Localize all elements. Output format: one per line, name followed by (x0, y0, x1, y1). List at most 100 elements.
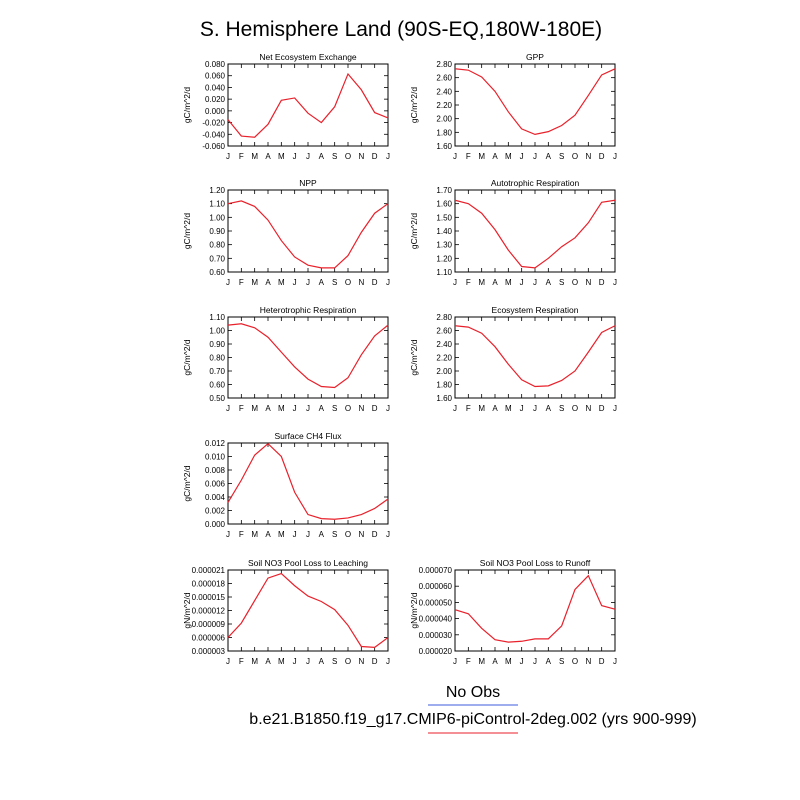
legend-model-label: b.e21.B1850.f19_g17.CMIP6-piControl-2deg… (249, 711, 696, 728)
chart-panel-9: Soil NO3 Pool Loss to RunoffgN/m^2/d0.00… (409, 558, 617, 666)
x-tick-label: S (332, 278, 337, 287)
x-tick-label: J (386, 152, 390, 161)
plot-frame (227, 63, 389, 147)
x-tick-label: J (520, 152, 524, 161)
series-line (227, 572, 389, 649)
x-tick-label: M (251, 152, 258, 161)
x-tick-label: F (239, 657, 244, 666)
x-tick-label: M (478, 152, 485, 161)
x-tick-label: J (613, 152, 617, 161)
y-axis-label: gN/m^2/d (409, 592, 419, 628)
x-tick-label: M (251, 657, 258, 666)
y-tick-label: 0.000015 (192, 593, 226, 602)
y-tick-label: 2.40 (436, 87, 452, 96)
y-axis-label: gC/m^2/d (182, 465, 192, 501)
x-tick-label: A (319, 530, 325, 539)
y-axis-label: gN/m^2/d (182, 592, 192, 628)
plot-frame (227, 316, 389, 399)
x-tick-label: A (265, 152, 271, 161)
x-tick-label: M (251, 278, 258, 287)
y-tick-label: 2.00 (436, 115, 452, 124)
chart-title: Soil NO3 Pool Loss to Leaching (248, 558, 368, 568)
x-tick-label: M (278, 152, 285, 161)
y-tick-label: 0.000018 (192, 580, 226, 589)
x-tick-label: J (453, 657, 457, 666)
y-tick-label: 0.004 (205, 493, 226, 502)
y-tick-label: 2.40 (436, 340, 452, 349)
x-tick-label: A (546, 404, 552, 413)
x-tick-label: O (572, 152, 578, 161)
plot-frame (454, 63, 616, 147)
y-axis-label: gC/m^2/d (182, 339, 192, 375)
y-tick-label: 0.80 (209, 354, 225, 363)
plot-frame (227, 189, 389, 273)
x-tick-label: D (372, 530, 378, 539)
chart-panel-7: Surface CH4 Flux gC/m^2/d 0.000 0.002 0.004 0… (182, 431, 390, 539)
x-tick-label: F (466, 657, 471, 666)
chart-title: Ecosystem Respiration (492, 305, 579, 315)
x-tick-label: S (559, 657, 564, 666)
x-tick-label: J (306, 278, 310, 287)
y-tick-label: 0.000050 (419, 598, 453, 607)
y-tick-label: 2.20 (436, 101, 452, 110)
x-tick-label: D (599, 152, 605, 161)
y-tick-label: 2.80 (436, 313, 452, 322)
x-tick-label: F (239, 278, 244, 287)
y-tick-label: 1.80 (436, 381, 452, 390)
y-tick-label: 0.006 (205, 480, 226, 489)
y-tick-label: 0.90 (209, 227, 225, 236)
x-tick-label: M (478, 404, 485, 413)
x-tick-label: J (226, 278, 230, 287)
y-tick-label: 0.020 (205, 95, 226, 104)
chart-panel-5: Heterotrophic Respiration gC/m^2/d 0.50 0.6… (182, 305, 390, 413)
x-tick-label: A (265, 404, 271, 413)
y-tick-label: 0.010 (205, 453, 226, 462)
x-tick-label: J (386, 657, 390, 666)
page-title: S. Hemisphere Land (90S-EQ,180W-180E) (200, 18, 602, 41)
x-tick-label: D (372, 657, 378, 666)
x-tick-label: M (278, 404, 285, 413)
x-tick-label: M (505, 657, 512, 666)
y-tick-label: 2.00 (436, 367, 452, 376)
y-tick-label: 1.10 (209, 313, 225, 322)
x-tick-label: N (358, 530, 364, 539)
x-tick-label: J (613, 404, 617, 413)
y-tick-label: 0.060 (205, 72, 226, 81)
y-tick-label: 2.20 (436, 354, 452, 363)
x-tick-label: N (585, 152, 591, 161)
x-tick-label: J (226, 530, 230, 539)
x-tick-label: J (306, 530, 310, 539)
x-tick-label: A (546, 278, 552, 287)
x-tick-label: F (239, 152, 244, 161)
x-tick-label: J (453, 278, 457, 287)
x-tick-label: J (306, 404, 310, 413)
x-tick-label: N (358, 278, 364, 287)
series-line (227, 442, 389, 520)
y-tick-label: -0.020 (202, 119, 225, 128)
x-tick-label: A (319, 404, 325, 413)
y-tick-label: 1.60 (436, 200, 452, 209)
x-tick-label: D (599, 278, 605, 287)
y-tick-label: 1.10 (209, 200, 225, 209)
x-tick-label: J (293, 404, 297, 413)
x-tick-label: J (293, 152, 297, 161)
y-tick-label: -0.060 (202, 142, 225, 151)
x-tick-label: A (492, 404, 498, 413)
y-tick-label: -0.040 (202, 130, 225, 139)
y-tick-label: 1.00 (209, 213, 225, 222)
y-tick-label: 2.80 (436, 60, 452, 69)
x-tick-label: J (226, 404, 230, 413)
x-tick-label: N (585, 657, 591, 666)
x-tick-label: S (332, 530, 337, 539)
x-tick-label: O (572, 278, 578, 287)
x-tick-label: D (372, 404, 378, 413)
y-tick-label: 0.70 (209, 367, 225, 376)
y-axis-label: gC/m^2/d (182, 213, 192, 249)
x-tick-label: J (386, 404, 390, 413)
chart-title: Autotrophic Respiration (491, 178, 580, 188)
chart-panel-2: GPP gC/m^2/d 1.60 1.80 2.00 2.20 2.40 2.60 2.80 J… (409, 52, 617, 161)
x-tick-label: S (332, 404, 337, 413)
y-tick-label: 0.000060 (419, 582, 453, 591)
plot-frame (454, 189, 616, 273)
